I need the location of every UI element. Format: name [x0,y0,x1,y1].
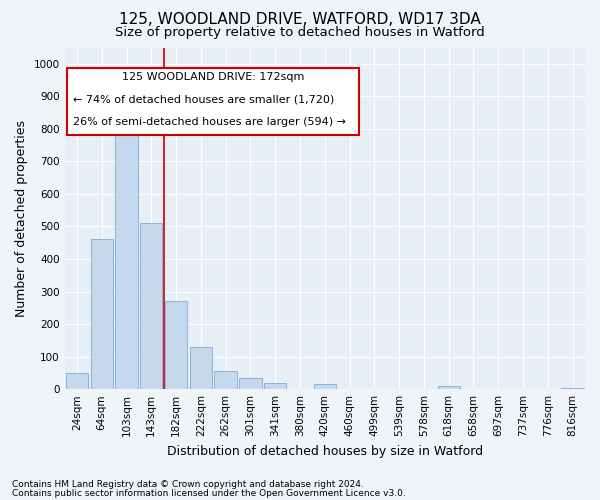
Bar [437,386,460,389]
Bar [140,223,163,389]
Y-axis label: Number of detached properties: Number of detached properties [15,120,28,317]
Bar [214,372,237,389]
Text: 26% of semi-detached houses are larger (594) →: 26% of semi-detached houses are larger (… [73,116,346,126]
Bar [115,122,137,389]
Bar [66,373,88,389]
Text: ← 74% of detached houses are smaller (1,720): ← 74% of detached houses are smaller (1,… [73,94,335,104]
Text: Size of property relative to detached houses in Watford: Size of property relative to detached ho… [115,26,485,39]
Text: Contains HM Land Registry data © Crown copyright and database right 2024.: Contains HM Land Registry data © Crown c… [12,480,364,489]
Bar [165,302,187,389]
Text: 125, WOODLAND DRIVE, WATFORD, WD17 3DA: 125, WOODLAND DRIVE, WATFORD, WD17 3DA [119,12,481,28]
Bar [562,388,584,389]
Text: 125 WOODLAND DRIVE: 172sqm: 125 WOODLAND DRIVE: 172sqm [122,72,304,82]
Bar [91,240,113,389]
FancyBboxPatch shape [67,68,359,134]
X-axis label: Distribution of detached houses by size in Watford: Distribution of detached houses by size … [167,444,483,458]
Text: Contains public sector information licensed under the Open Government Licence v3: Contains public sector information licen… [12,488,406,498]
Bar [239,378,262,389]
Bar [190,347,212,389]
Bar [314,384,336,389]
Bar [264,382,286,389]
